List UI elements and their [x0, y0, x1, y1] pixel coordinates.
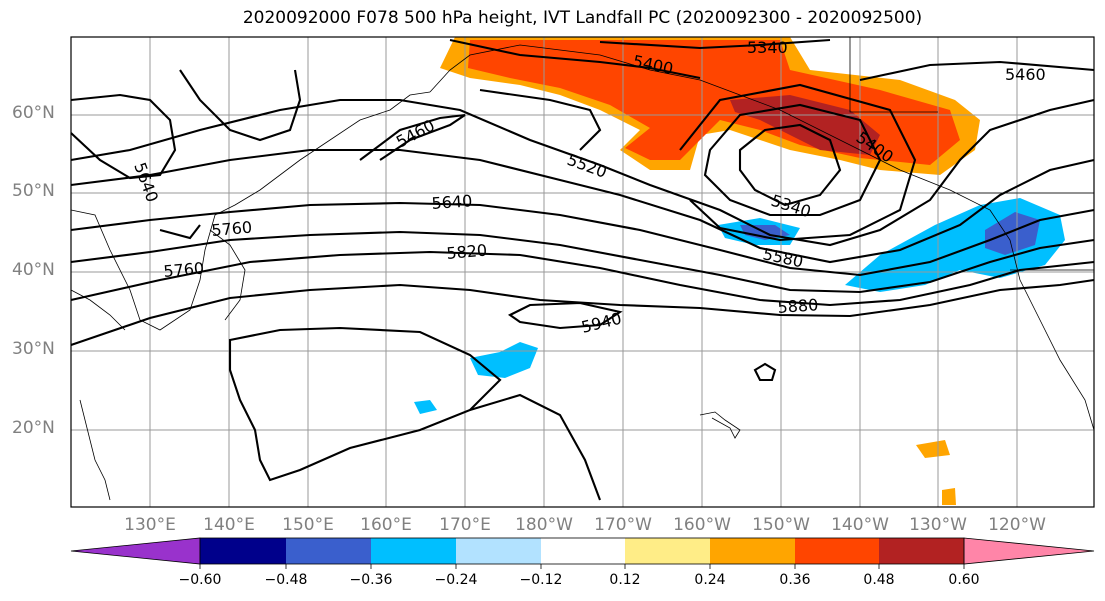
contour-5820	[70, 250, 1095, 307]
lon-label-150e: 150°E	[282, 515, 334, 535]
lon-label-130e: 130°E	[124, 515, 176, 535]
colorbar-box-4	[456, 538, 541, 564]
contour-5460-ne	[859, 60, 1095, 82]
contour-5340-north	[599, 38, 831, 50]
contour-low-ring-3	[679, 83, 917, 242]
gridlines	[71, 37, 1094, 507]
ivt-negative-024-small	[414, 400, 437, 414]
contour-5400-north	[449, 38, 701, 80]
colorbar-tick-label: 0.24	[694, 572, 726, 588]
contour-5520	[70, 98, 1095, 247]
ivt-positive-024-south	[916, 440, 950, 458]
contour-label: 5460	[1005, 65, 1046, 84]
height-contours	[70, 38, 1095, 501]
colorbar-tick-label: 0.60	[948, 572, 980, 588]
contour-south-loop	[228, 326, 502, 482]
contour-5760	[70, 230, 1095, 294]
lat-label-30n: 30°N	[12, 339, 55, 359]
colorbar-box-3	[371, 538, 456, 564]
lon-label-150w: 150°W	[752, 515, 810, 535]
contour-low-ring-2	[703, 103, 882, 217]
colorbar-tick-label: 0.12	[609, 572, 641, 588]
colorbar-tick-label: −0.60	[178, 572, 222, 588]
lon-label-160w: 160°W	[673, 515, 731, 535]
colorbar-tick-label: −0.48	[264, 572, 308, 588]
colorbar-box-7	[710, 538, 795, 564]
lat-label-20n: 20°N	[12, 418, 55, 438]
colorbar-box-5	[541, 538, 625, 564]
lat-label-40n: 40°N	[12, 260, 55, 280]
colorbar-box-9	[879, 538, 964, 564]
ivt-shading-layer	[414, 37, 1065, 505]
colorbar-box-2	[286, 538, 371, 564]
contour-label: 5640	[431, 191, 473, 213]
lon-label-130w: 130°W	[909, 515, 967, 535]
map-title: 2020092000 F078 500 hPa height, IVT Land…	[242, 8, 923, 28]
colorbar-tick-label: −0.12	[519, 572, 563, 588]
colorbar	[70, 537, 1095, 569]
colorbar-box-6	[625, 538, 710, 564]
ivt-positive-024-small	[942, 488, 956, 505]
contour-hook	[479, 88, 602, 151]
lon-label-170w: 170°W	[594, 515, 652, 535]
map-frame	[70, 36, 1095, 508]
contour-west-5580	[159, 224, 201, 240]
lon-label-120w: 120°W	[988, 515, 1046, 535]
contour-south-curve	[469, 393, 601, 501]
colorbar-extend-low	[70, 537, 201, 565]
lon-label-140w: 140°W	[831, 515, 889, 535]
contour-west-5640	[179, 69, 302, 142]
colorbar-box-8	[795, 538, 879, 564]
contour-label: 5820	[446, 241, 488, 263]
contour-label: 5760	[211, 218, 253, 240]
contour-5460-bering	[359, 113, 466, 161]
contour-label: 5880	[777, 295, 819, 317]
colorbar-tick-label: −0.24	[434, 572, 478, 588]
lon-label-140e: 140°E	[203, 515, 255, 535]
contour-5880	[70, 278, 1095, 346]
coastlines	[70, 37, 1095, 501]
contour-label: 5340	[747, 38, 788, 57]
contour-5580	[70, 148, 1095, 264]
lon-label-180w: 180°W	[515, 515, 573, 535]
colorbar-tick-label: 0.36	[779, 572, 811, 588]
colorbar-box-1	[200, 538, 286, 564]
lat-label-50n: 50°N	[12, 181, 55, 201]
contour-label: 5760	[163, 259, 205, 281]
colorbar-border	[199, 537, 965, 565]
contour-5640	[70, 201, 1095, 277]
lon-label-170e: 170°E	[439, 515, 491, 535]
lon-label-160e: 160°E	[360, 515, 412, 535]
contour-low-center	[738, 123, 842, 207]
lat-label-60n: 60°N	[12, 103, 55, 123]
colorbar-tick-label: 0.48	[863, 572, 895, 588]
colorbar-tick-label: −0.36	[349, 572, 393, 588]
colorbar-extend-high	[963, 537, 1095, 565]
contour-hawaii-loop	[753, 362, 777, 382]
contour-west-loop	[70, 93, 177, 180]
contour-5940	[507, 301, 623, 330]
